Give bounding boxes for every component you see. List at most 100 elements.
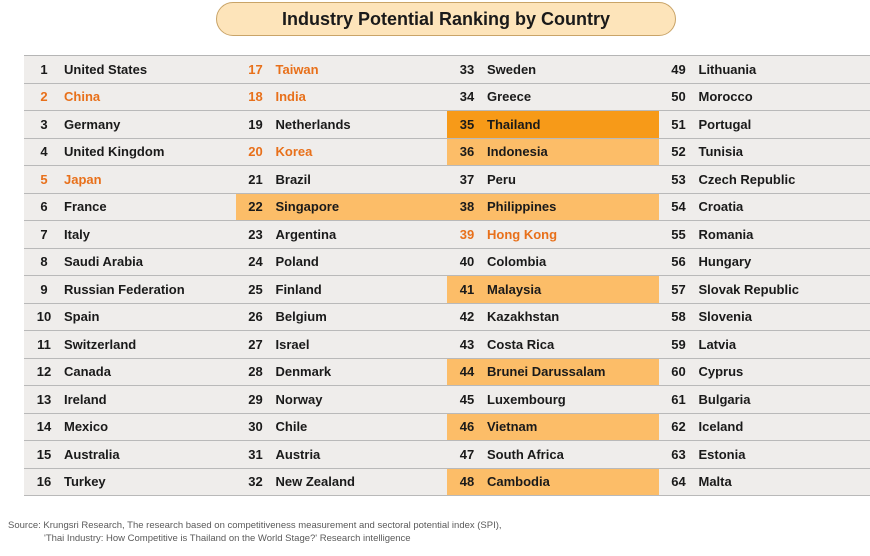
rank-number: 59 — [671, 336, 686, 352]
table-row: 6 France — [24, 193, 236, 221]
country-name: United States — [64, 61, 148, 77]
rank-number: 49 — [671, 61, 686, 77]
rank-number: 11 — [37, 336, 51, 352]
table-column: 49 Lithuania 50 Morocco 51 Portugal 52 Tunisia 5… — [658, 56, 870, 496]
rank-number: 5 — [40, 171, 48, 187]
country-name: Israel — [275, 336, 310, 352]
table-row: 43 Costa Rica — [447, 331, 659, 359]
table-row: 50 Morocco — [658, 83, 870, 111]
table-row: 31 Austria — [235, 441, 447, 469]
table-row: 23 Argentina — [235, 221, 447, 249]
rank-number: 26 — [248, 309, 263, 325]
country-name: Lithuania — [698, 61, 757, 77]
country-name: Turkey — [64, 474, 106, 490]
country-name: Taiwan — [275, 61, 319, 77]
country-name: Ireland — [64, 391, 107, 407]
table-row: 22 Singapore — [235, 193, 447, 221]
rank-number: 10 — [36, 309, 52, 325]
table-row: 51 Portugal — [658, 111, 870, 139]
country-name: France — [64, 199, 107, 215]
country-name: Canada — [64, 364, 111, 380]
country-name: Mexico — [64, 419, 109, 435]
country-name: South Africa — [487, 446, 564, 462]
table-row: 9 Russian Federation — [24, 276, 236, 304]
table-row: 3 Germany — [24, 111, 236, 139]
country-name: Hong Kong — [487, 226, 558, 242]
country-name: Austria — [275, 446, 321, 462]
table-row: 27 Israel — [235, 331, 447, 359]
table-column: 1 United States 2 China 3 Germany 4 United King… — [24, 56, 236, 496]
table-row: 8 Saudi Arabia — [24, 248, 236, 276]
table-row: 37 Peru — [447, 166, 659, 194]
table-row: 54 Croatia — [658, 193, 870, 221]
rank-number: 47 — [459, 446, 475, 462]
rank-number: 60 — [671, 364, 686, 380]
country-name: Singapore — [275, 199, 340, 215]
rank-number: 24 — [248, 254, 263, 270]
rank-number: 53 — [671, 171, 686, 187]
country-name: Peru — [487, 171, 516, 187]
table-row: 59 Latvia — [658, 331, 870, 359]
source-note: Source: Krungsri Research, The research … — [8, 519, 502, 545]
table-row: 28 Denmark — [235, 358, 447, 386]
country-name: Philippines — [487, 199, 557, 215]
rank-number: 2 — [40, 89, 48, 105]
table-row: 4 United Kingdom — [24, 138, 236, 166]
rank-number: 17 — [248, 61, 263, 77]
country-name: Indonesia — [487, 144, 548, 160]
country-name: Croatia — [698, 199, 744, 215]
country-name: Sweden — [487, 61, 537, 77]
table-row: 13 Ireland — [24, 386, 236, 414]
country-name: Japan — [64, 171, 102, 187]
rank-number: 16 — [36, 474, 52, 490]
rank-number: 50 — [671, 89, 686, 105]
table-row: 55 Romania — [658, 221, 870, 249]
country-name: Belgium — [275, 309, 327, 325]
table-row: 29 Norway — [235, 386, 447, 414]
table-row: 63 Estonia — [658, 441, 870, 469]
rank-number: 62 — [671, 419, 686, 435]
table-row: 19 Netherlands — [235, 111, 447, 139]
rank-number: 35 — [459, 116, 475, 132]
table-row: 26 Belgium — [235, 303, 447, 331]
table-row: 11 Switzerland — [24, 331, 236, 359]
rank-number: 12 — [36, 364, 52, 380]
rank-number: 28 — [248, 364, 263, 380]
country-name: Saudi Arabia — [64, 254, 143, 270]
country-name: Malaysia — [487, 281, 542, 297]
country-name: Hungary — [698, 254, 752, 270]
country-name: Tunisia — [698, 144, 744, 160]
table-row: 36 Indonesia — [447, 138, 659, 166]
country-name: Netherlands — [275, 116, 351, 132]
rank-number: 22 — [248, 199, 263, 215]
rank-number: 46 — [459, 419, 475, 435]
country-name: Portugal — [698, 116, 752, 132]
rank-number: 37 — [459, 171, 475, 187]
country-name: Greece — [487, 89, 532, 105]
table-row: 20 Korea — [235, 138, 447, 166]
country-name: United Kingdom — [64, 144, 165, 160]
country-name: Cyprus — [698, 364, 744, 380]
table-row: 2 China — [24, 83, 236, 111]
table-row: 58 Slovenia — [658, 303, 870, 331]
table-row: 15 Australia — [24, 441, 236, 469]
table-row: 64 Malta — [658, 468, 870, 496]
country-name: Poland — [275, 254, 319, 270]
table-row: 62 Iceland — [658, 413, 870, 441]
source-line-2: 'Thai Industry: How Competitive is Thail… — [44, 533, 411, 544]
table-row: 39 Hong Kong — [447, 221, 659, 249]
source-line-1: Source: Krungsri Research, The research … — [8, 520, 502, 531]
rank-number: 4 — [40, 144, 48, 160]
table-row: 7 Italy — [24, 221, 236, 249]
country-name: Thailand — [487, 116, 541, 132]
chart-title: Industry Potential Ranking by Country — [216, 2, 676, 36]
rank-number: 63 — [671, 446, 686, 462]
rank-number: 41 — [459, 281, 475, 297]
rank-number: 43 — [459, 336, 475, 352]
country-name: Australia — [64, 446, 120, 462]
table-row: 33 Sweden — [447, 56, 659, 84]
rank-number: 52 — [671, 144, 686, 160]
table-row: 46 Vietnam — [447, 413, 659, 441]
country-name: Norway — [275, 391, 323, 407]
rank-number: 40 — [459, 254, 475, 270]
